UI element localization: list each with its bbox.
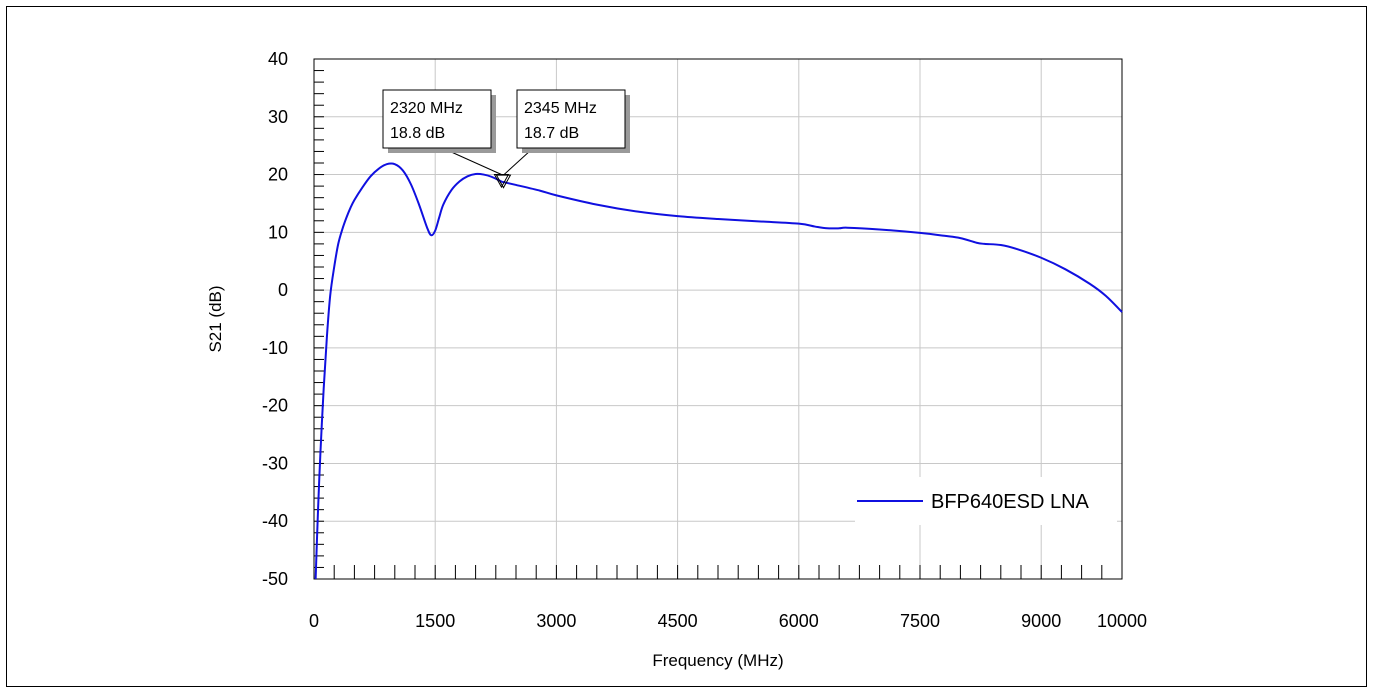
marker-annotations: 2320 MHz 18.8 dB 2345 MHz 18.7 dB [382,89,630,189]
legend: BFP640ESD LNA [855,477,1117,525]
y-tick-labels: 40 30 20 10 0 -10 -20 -30 -40 -50 [262,49,288,589]
y-tick-label: 20 [268,165,288,185]
legend-label: BFP640ESD LNA [931,491,1090,513]
x-tick-label: 4500 [658,611,698,631]
y-tick-label: -40 [262,511,288,531]
marker-triangle [493,173,510,189]
marker-box [516,89,626,149]
y-tick-label: 0 [278,280,288,300]
chart-frame: 40 30 20 10 0 -10 -20 -30 -40 -50 0 1500 3000 4500 60… [6,6,1367,687]
y-tick-label: -30 [262,453,288,473]
plot-area [313,58,1123,580]
y-tick-label: -20 [262,396,288,416]
y-tick-label: 10 [268,222,288,242]
x-tick-label: 0 [309,611,319,631]
y-tick-label: 30 [268,107,288,127]
y-tick-label: -10 [262,338,288,358]
y-tick-label: 40 [268,49,288,69]
x-tick-labels: 0 1500 3000 4500 6000 7500 9000 10000 [309,611,1147,631]
x-tick-label: 9000 [1021,611,1061,631]
x-axis-label: Frequency (MHz) [652,651,783,670]
x-tick-label: 6000 [779,611,819,631]
marker-box [382,89,492,149]
series-line [314,162,1123,580]
marker-gain-label: 18.8 dB [390,125,445,142]
y-tick-label: -50 [262,569,288,589]
y-axis-label: S21 (dB) [206,285,225,352]
s21-chart: 40 30 20 10 0 -10 -20 -30 -40 -50 0 1500 3000 4500 60… [206,49,1147,670]
marker-frequency-label: 2320 MHz [390,100,463,117]
x-tick-label: 7500 [900,611,940,631]
x-tick-label: 10000 [1097,611,1147,631]
series-lines [314,162,1123,580]
x-tick-label: 3000 [536,611,576,631]
marker-frequency-label: 2345 MHz [524,100,597,117]
marker-triangle [495,174,512,189]
x-tick-label: 1500 [415,611,455,631]
marker-gain-label: 18.7 dB [524,125,579,142]
